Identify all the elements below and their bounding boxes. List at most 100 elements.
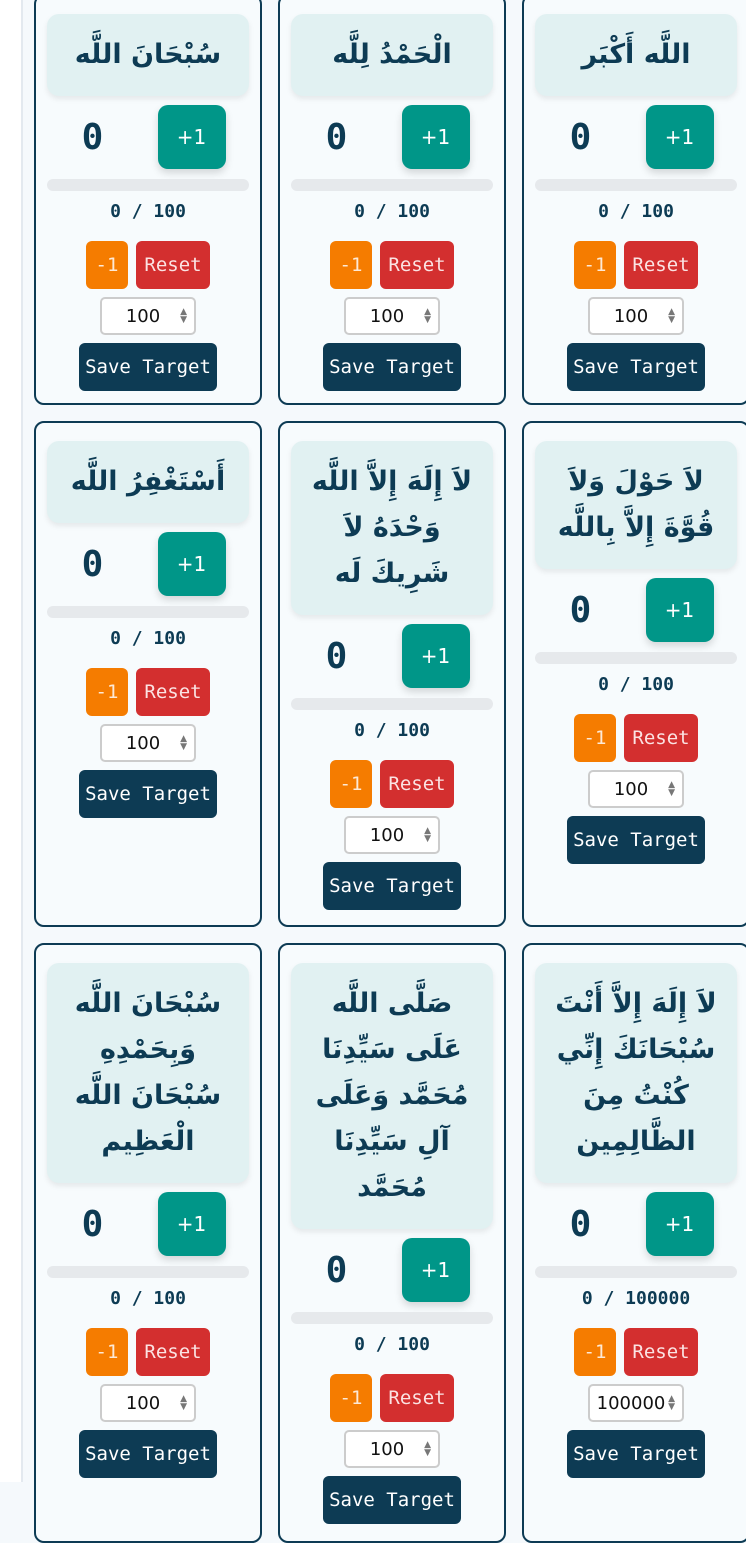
target-value: 100 — [369, 824, 405, 846]
reset-button[interactable]: Reset — [624, 714, 698, 762]
dhikr-card: لاَ إِلَهَ إِلاَّ أَنْتَ سُبْحَانَكَ إِن… — [522, 943, 746, 1543]
dhikr-card: سُبْحَانَ اللَّه وَبِحَمْدِهِ سُبْحَانَ … — [34, 943, 262, 1543]
increment-button[interactable]: +1 — [401, 1238, 470, 1302]
spinner-icon[interactable]: ▲ ▼ — [668, 780, 675, 798]
spinner-icon[interactable]: ▲ ▼ — [180, 1394, 187, 1412]
target-input[interactable]: 100 ▲ ▼ — [588, 297, 684, 335]
save-target-button[interactable]: Save Target — [567, 343, 705, 391]
decrement-button[interactable]: -1 — [330, 241, 372, 289]
count-value: 0 — [325, 116, 348, 158]
save-target-button[interactable]: Save Target — [79, 343, 217, 391]
save-target-button[interactable]: Save Target — [323, 1476, 461, 1524]
target-value: 100 — [613, 778, 649, 800]
progress-text: 0 / 100 — [110, 201, 186, 222]
decrement-button[interactable]: -1 — [574, 241, 616, 289]
action-row: -1 Reset — [86, 668, 210, 716]
progress-bar — [535, 179, 737, 191]
spinner-icon[interactable]: ▲ ▼ — [424, 826, 431, 844]
dhikr-title: سُبْحَانَ اللَّه وَبِحَمْدِهِ سُبْحَانَ … — [47, 963, 249, 1183]
save-target-button[interactable]: Save Target — [323, 343, 461, 391]
decrement-button[interactable]: -1 — [86, 668, 128, 716]
increment-button[interactable]: +1 — [401, 624, 470, 688]
action-row: -1 Reset — [330, 760, 454, 808]
increment-button[interactable]: +1 — [157, 1192, 226, 1256]
dhikr-grid: سُبْحَانَ اللَّه 0 +1 0 / 100 -1 Reset 1… — [34, 0, 746, 1543]
left-sidebar-edge — [0, 0, 23, 1482]
progress-bar — [535, 1266, 737, 1278]
spinner-icon[interactable]: ▲ ▼ — [424, 307, 431, 325]
count-value: 0 — [81, 1203, 104, 1245]
spinner-icon[interactable]: ▲ ▼ — [180, 734, 187, 752]
progress-bar — [291, 179, 493, 191]
reset-button[interactable]: Reset — [136, 1328, 210, 1376]
target-value: 100 — [125, 305, 161, 327]
save-target-button[interactable]: Save Target — [567, 1430, 705, 1478]
dhikr-card: سُبْحَانَ اللَّه 0 +1 0 / 100 -1 Reset 1… — [34, 0, 262, 405]
decrement-button[interactable]: -1 — [574, 1328, 616, 1376]
dhikr-title: سُبْحَانَ اللَّه — [47, 14, 249, 96]
reset-button[interactable]: Reset — [136, 668, 210, 716]
dhikr-title: صَلَّى اللَّه عَلَى سَيِّدِنَا مُحَمَّد … — [291, 963, 493, 1229]
reset-button[interactable]: Reset — [380, 241, 454, 289]
spinner-icon[interactable]: ▲ ▼ — [668, 307, 675, 325]
spinner-icon[interactable]: ▲ ▼ — [180, 307, 187, 325]
increment-button[interactable]: +1 — [157, 105, 226, 169]
save-target-button[interactable]: Save Target — [567, 816, 705, 864]
save-target-button[interactable]: Save Target — [323, 862, 461, 910]
target-input[interactable]: 100 ▲ ▼ — [344, 816, 440, 854]
target-input[interactable]: 100 ▲ ▼ — [588, 770, 684, 808]
target-input[interactable]: 100 ▲ ▼ — [100, 724, 196, 762]
target-input[interactable]: 100000 ▲ ▼ — [588, 1384, 684, 1422]
increment-button[interactable]: +1 — [645, 1192, 714, 1256]
reset-button[interactable]: Reset — [380, 760, 454, 808]
save-target-button[interactable]: Save Target — [79, 1430, 217, 1478]
increment-button[interactable]: +1 — [157, 532, 226, 596]
dhikr-card: اللَّه أَكْبَر 0 +1 0 / 100 -1 Reset 100… — [522, 0, 746, 405]
spinner-icon[interactable]: ▲ ▼ — [424, 1440, 431, 1458]
increment-button[interactable]: +1 — [401, 105, 470, 169]
decrement-button[interactable]: -1 — [86, 241, 128, 289]
counter-row: 0 +1 — [559, 578, 714, 642]
counter-row: 0 +1 — [315, 624, 470, 688]
action-row: -1 Reset — [574, 1328, 698, 1376]
count-value: 0 — [81, 116, 104, 158]
increment-button[interactable]: +1 — [645, 578, 714, 642]
progress-bar — [47, 1266, 249, 1278]
decrement-button[interactable]: -1 — [330, 760, 372, 808]
progress-text: 0 / 100 — [598, 674, 674, 695]
count-value: 0 — [569, 589, 592, 631]
reset-button[interactable]: Reset — [624, 1328, 698, 1376]
dhikr-title: اللَّه أَكْبَر — [535, 14, 737, 96]
count-value: 0 — [569, 116, 592, 158]
increment-button[interactable]: +1 — [645, 105, 714, 169]
decrement-button[interactable]: -1 — [574, 714, 616, 762]
spinner-icon[interactable]: ▲ ▼ — [668, 1394, 675, 1412]
decrement-button[interactable]: -1 — [86, 1328, 128, 1376]
progress-text: 0 / 100 — [354, 720, 430, 741]
progress-text: 0 / 100 — [354, 1334, 430, 1355]
target-input[interactable]: 100 ▲ ▼ — [100, 1384, 196, 1422]
target-input[interactable]: 100 ▲ ▼ — [100, 297, 196, 335]
save-target-button[interactable]: Save Target — [79, 770, 217, 818]
reset-button[interactable]: Reset — [624, 241, 698, 289]
counter-row: 0 +1 — [71, 532, 226, 596]
decrement-button[interactable]: -1 — [330, 1374, 372, 1422]
target-value: 100 — [369, 305, 405, 327]
counter-row: 0 +1 — [315, 1238, 470, 1302]
counter-row: 0 +1 — [559, 105, 714, 169]
progress-bar — [291, 1312, 493, 1324]
dhikr-title: لاَ إِلَهَ إِلاَّ اللَّه وَحْدَهُ لاَ شَ… — [291, 441, 493, 615]
counter-row: 0 +1 — [559, 1192, 714, 1256]
dhikr-card: لاَ حَوْلَ وَلاَ قُوَّةَ إِلاَّ بِاللَّه… — [522, 421, 746, 927]
action-row: -1 Reset — [574, 241, 698, 289]
counter-row: 0 +1 — [71, 1192, 226, 1256]
action-row: -1 Reset — [574, 714, 698, 762]
dhikr-card: الْحَمْدُ لِلَّه 0 +1 0 / 100 -1 Reset 1… — [278, 0, 506, 405]
count-value: 0 — [569, 1203, 592, 1245]
count-value: 0 — [81, 543, 104, 585]
target-input[interactable]: 100 ▲ ▼ — [344, 1430, 440, 1468]
reset-button[interactable]: Reset — [136, 241, 210, 289]
progress-text: 0 / 100 — [110, 1288, 186, 1309]
target-input[interactable]: 100 ▲ ▼ — [344, 297, 440, 335]
reset-button[interactable]: Reset — [380, 1374, 454, 1422]
